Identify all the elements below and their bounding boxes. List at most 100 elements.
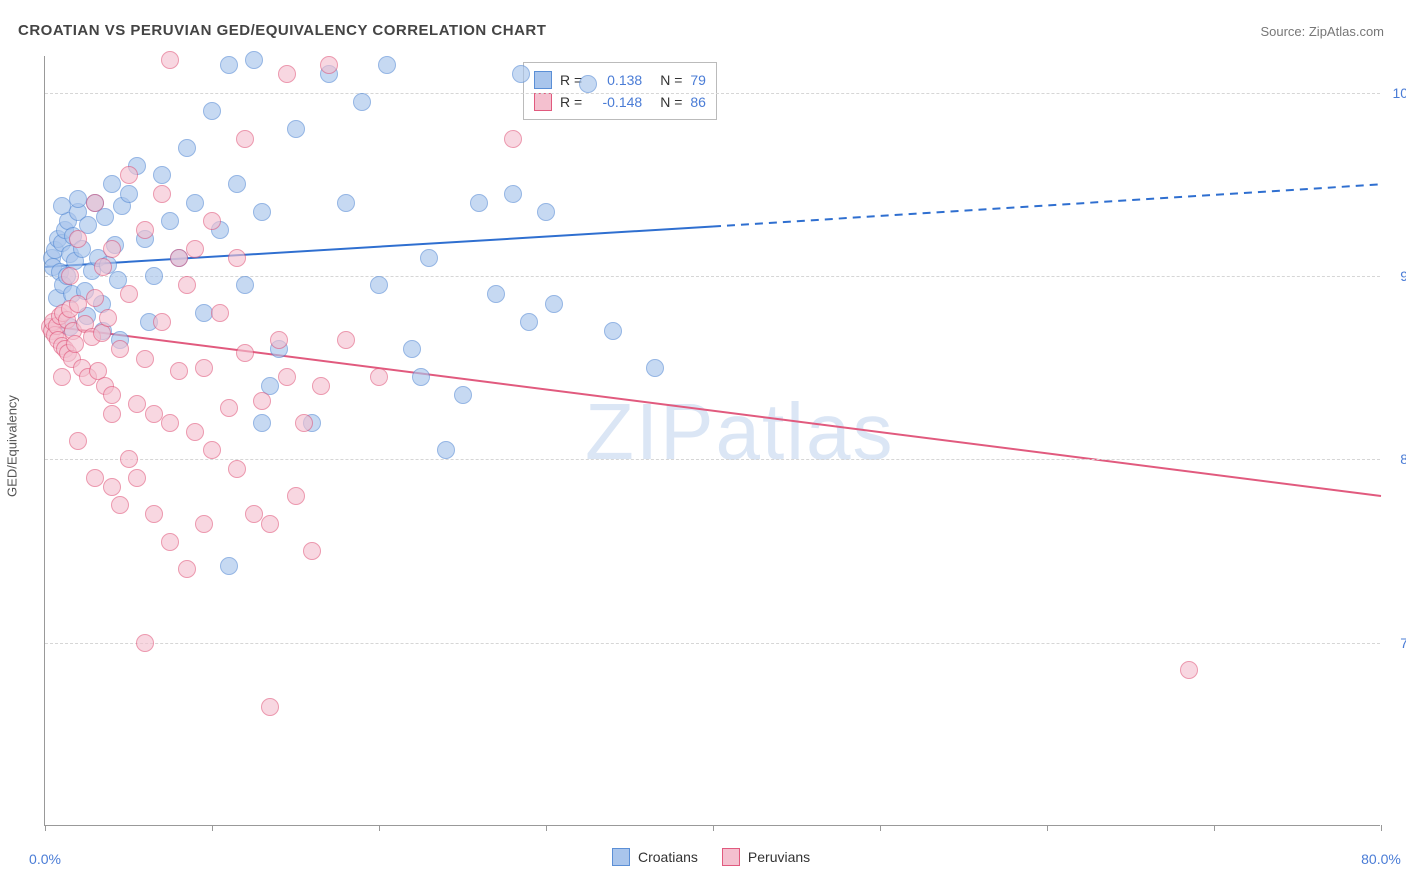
r-label: R =: [560, 94, 582, 110]
grid-line: [45, 643, 1380, 644]
scatter-point: [103, 478, 121, 496]
scatter-point: [178, 560, 196, 578]
series-legend-item: Croatians: [612, 848, 698, 866]
scatter-point: [136, 221, 154, 239]
series-legend: Croatians Peruvians: [612, 848, 810, 866]
scatter-point: [103, 386, 121, 404]
plot-area: ZIPatlas R =0.138N =79R =-0.148N =86 70.…: [44, 56, 1380, 826]
scatter-point: [128, 469, 146, 487]
legend-swatch: [534, 71, 552, 89]
scatter-point: [520, 313, 538, 331]
scatter-point: [253, 203, 271, 221]
scatter-point: [261, 698, 279, 716]
scatter-point: [153, 185, 171, 203]
scatter-point: [145, 267, 163, 285]
scatter-point: [278, 65, 296, 83]
scatter-point: [195, 515, 213, 533]
scatter-point: [512, 65, 530, 83]
series-name: Croatians: [638, 849, 698, 865]
legend-swatch: [612, 848, 630, 866]
scatter-point: [454, 386, 472, 404]
scatter-point: [312, 377, 330, 395]
watermark: ZIPatlas: [585, 386, 894, 478]
grid-line: [45, 93, 1380, 94]
scatter-point: [1180, 661, 1198, 679]
scatter-point: [604, 322, 622, 340]
scatter-point: [69, 295, 87, 313]
scatter-point: [245, 505, 263, 523]
scatter-point: [170, 249, 188, 267]
scatter-point: [545, 295, 563, 313]
scatter-point: [504, 185, 522, 203]
scatter-point: [646, 359, 664, 377]
scatter-point: [94, 258, 112, 276]
scatter-point: [337, 331, 355, 349]
trend-line: [713, 184, 1381, 226]
scatter-point: [228, 460, 246, 478]
scatter-point: [161, 212, 179, 230]
scatter-point: [320, 56, 338, 74]
scatter-point: [178, 276, 196, 294]
scatter-point: [228, 175, 246, 193]
scatter-point: [66, 335, 84, 353]
n-label: N =: [660, 94, 682, 110]
scatter-point: [220, 557, 238, 575]
scatter-point: [303, 542, 321, 560]
scatter-point: [103, 175, 121, 193]
x-tick: [546, 825, 547, 831]
scatter-point: [420, 249, 438, 267]
scatter-point: [120, 166, 138, 184]
scatter-point: [145, 505, 163, 523]
x-tick: [1047, 825, 1048, 831]
y-tick-label: 80.0%: [1400, 451, 1406, 467]
scatter-point: [403, 340, 421, 358]
x-tick: [379, 825, 380, 831]
scatter-point: [53, 368, 71, 386]
n-value: 86: [690, 94, 706, 110]
r-value: -0.148: [590, 94, 642, 110]
x-tick-label: 0.0%: [29, 851, 61, 867]
scatter-point: [278, 368, 296, 386]
x-tick: [713, 825, 714, 831]
y-tick-label: 70.0%: [1400, 635, 1406, 651]
y-tick-label: 100.0%: [1393, 85, 1406, 101]
scatter-point: [228, 249, 246, 267]
correlation-legend: R =0.138N =79R =-0.148N =86: [523, 62, 717, 120]
scatter-point: [270, 331, 288, 349]
x-tick: [1214, 825, 1215, 831]
n-label: N =: [660, 72, 682, 88]
scatter-point: [103, 240, 121, 258]
scatter-point: [579, 75, 597, 93]
x-tick: [1381, 825, 1382, 831]
scatter-point: [86, 194, 104, 212]
scatter-point: [61, 267, 79, 285]
scatter-point: [203, 212, 221, 230]
scatter-point: [120, 450, 138, 468]
scatter-point: [99, 309, 117, 327]
scatter-point: [337, 194, 355, 212]
scatter-point: [437, 441, 455, 459]
scatter-point: [236, 130, 254, 148]
scatter-point: [236, 344, 254, 362]
scatter-point: [69, 190, 87, 208]
scatter-point: [153, 313, 171, 331]
scatter-point: [136, 634, 154, 652]
scatter-point: [86, 469, 104, 487]
series-legend-item: Peruvians: [722, 848, 810, 866]
scatter-point: [86, 289, 104, 307]
scatter-point: [504, 130, 522, 148]
scatter-point: [370, 368, 388, 386]
scatter-point: [370, 276, 388, 294]
scatter-point: [253, 392, 271, 410]
scatter-point: [203, 102, 221, 120]
x-tick: [45, 825, 46, 831]
scatter-point: [96, 208, 114, 226]
scatter-point: [69, 432, 87, 450]
scatter-point: [161, 51, 179, 69]
scatter-point: [153, 166, 171, 184]
scatter-point: [69, 230, 87, 248]
scatter-point: [120, 285, 138, 303]
grid-line: [45, 459, 1380, 460]
x-tick-label: 80.0%: [1361, 851, 1401, 867]
scatter-point: [245, 51, 263, 69]
